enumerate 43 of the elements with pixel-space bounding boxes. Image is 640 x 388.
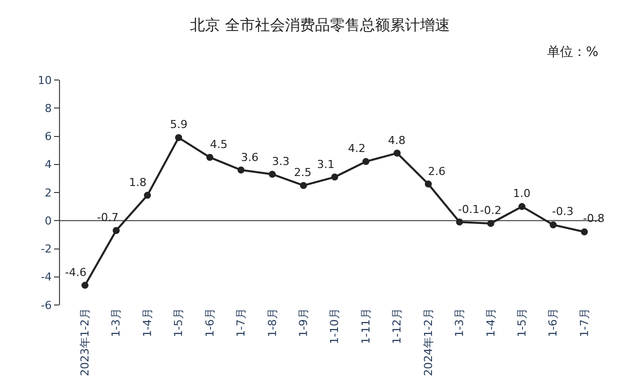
data-label: 4.5 xyxy=(210,138,228,151)
x-tick-label: 1-4月 xyxy=(484,308,498,338)
x-tick-label: 1-5月 xyxy=(172,308,186,338)
x-tick-label: 1-6月 xyxy=(546,308,560,338)
y-tick-label: 0 xyxy=(44,214,52,228)
y-tick-label: -6 xyxy=(40,298,52,312)
data-label: 5.9 xyxy=(170,118,188,131)
x-tick-label: 1-6月 xyxy=(203,308,216,338)
text: 单位：% xyxy=(547,45,598,60)
x-tick-label: 1-8月 xyxy=(266,308,279,338)
data-label: 2.5 xyxy=(294,166,312,179)
data-label: 2.6 xyxy=(428,165,446,178)
y-tick-label: -4 xyxy=(40,270,52,284)
x-tick-label: 2024年1-2月 xyxy=(422,308,435,376)
y-tick-label: 6 xyxy=(44,130,52,144)
y-tick-label: 4 xyxy=(44,158,52,172)
data-label: 4.8 xyxy=(388,134,406,147)
data-label: 3.6 xyxy=(241,151,258,164)
data-label: -4.6 xyxy=(65,266,86,279)
data-label: 3.1 xyxy=(317,158,334,171)
data-label: 1.0 xyxy=(513,187,530,200)
y-tick-label: 2 xyxy=(44,186,52,200)
x-tick-label: 2023年1-2月 xyxy=(78,308,92,376)
x-tick-label: 1-7月 xyxy=(578,308,591,338)
x-tick-label: 1-3月 xyxy=(110,308,123,338)
x-tick-label: 1-9月 xyxy=(297,308,310,338)
x-tick-label: 1-10月 xyxy=(328,308,342,344)
y-tick-label: -2 xyxy=(40,242,52,256)
y-tick-label: 10 xyxy=(38,74,52,87)
data-label: 1.8 xyxy=(129,176,146,189)
data-label: -0.3 xyxy=(552,205,574,218)
chart-title: 北京 全市社会消费品零售总额累计增速 xyxy=(190,16,450,34)
y-tick-label: 8 xyxy=(44,102,52,115)
x-tick-label: 1-5月 xyxy=(516,308,529,338)
x-tick-label: 1-7月 xyxy=(234,308,248,338)
x-tick-label: 1-11月 xyxy=(359,308,372,344)
x-tick-label: 1-12月 xyxy=(390,308,404,344)
data-label: -0.2 xyxy=(480,204,502,217)
data-label: 3.3 xyxy=(272,155,290,168)
x-tick-label: 1-4月 xyxy=(140,308,154,338)
data-label: 4.2 xyxy=(348,142,366,155)
data-label: -0.1 xyxy=(458,203,480,216)
x-tick-label: 1-3月 xyxy=(453,308,466,338)
